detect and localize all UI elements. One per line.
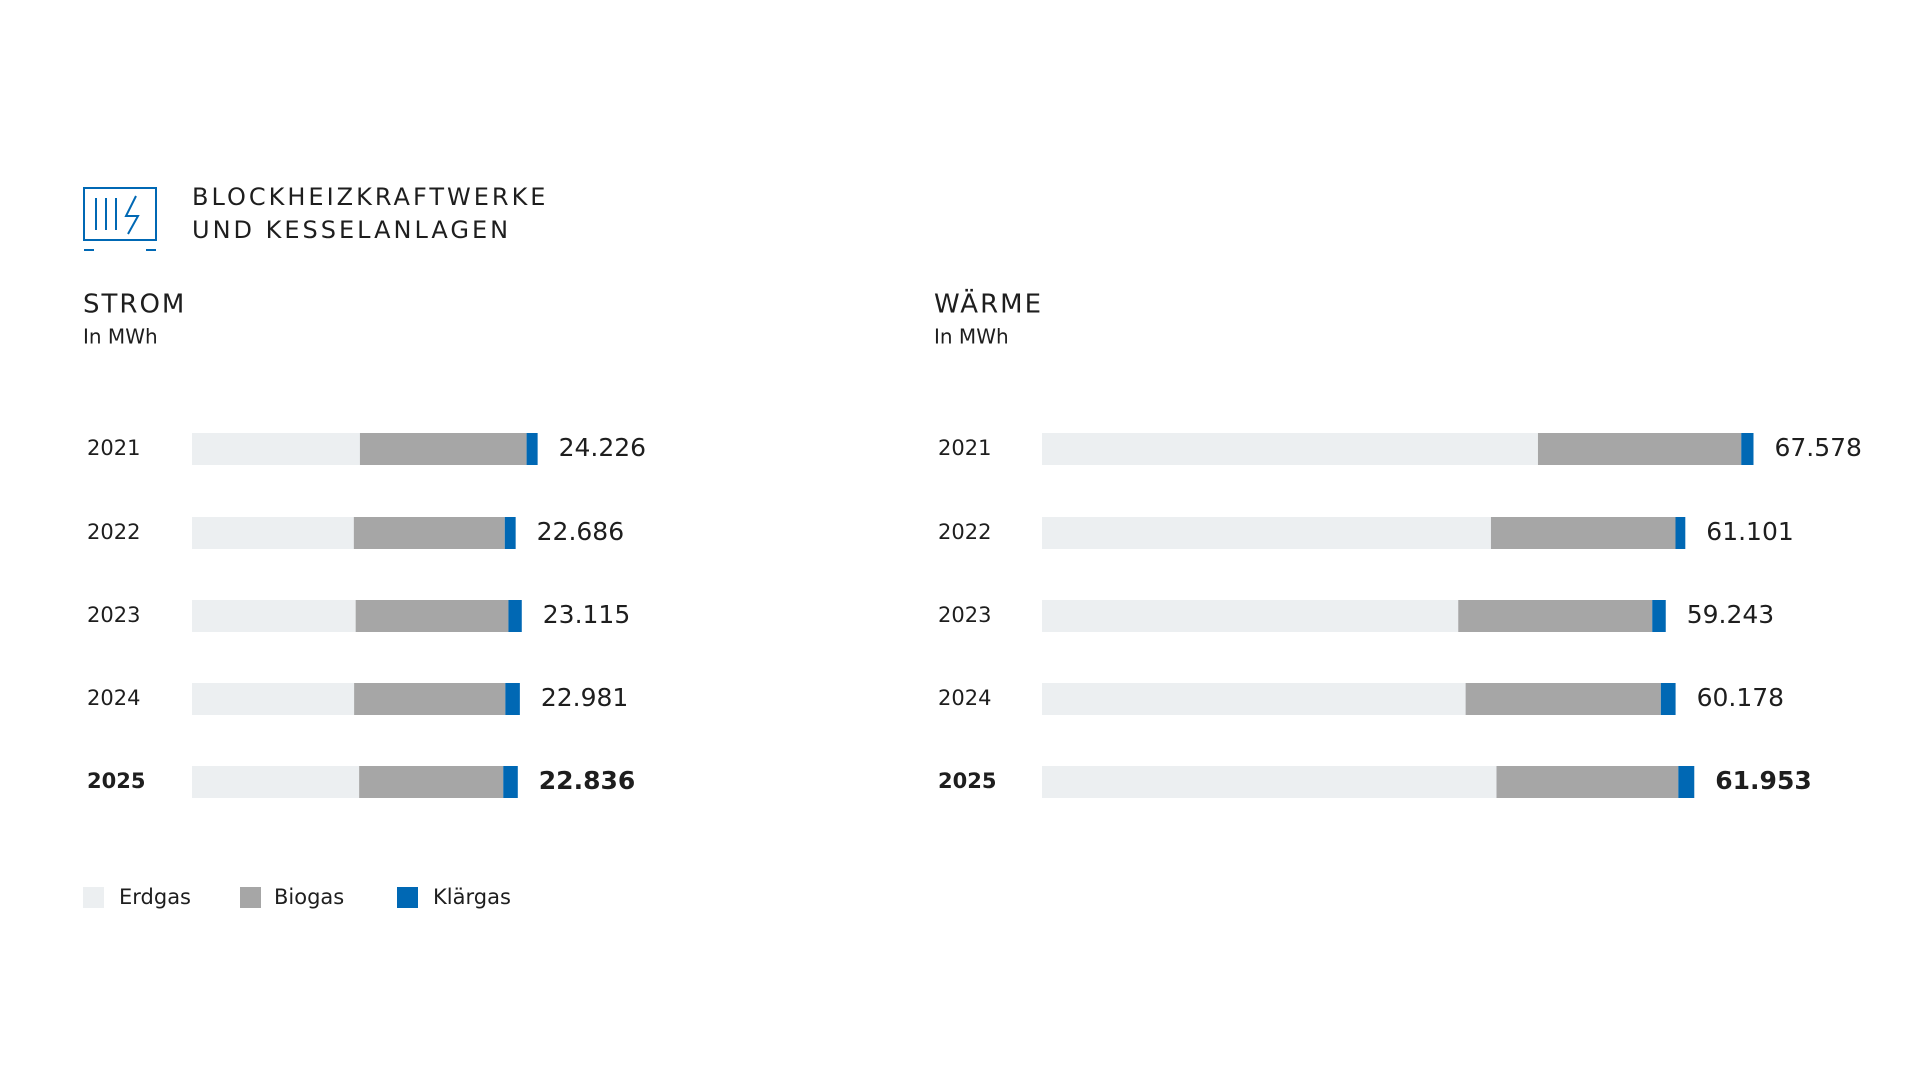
bar-segment	[192, 683, 355, 715]
bar-segment	[526, 433, 538, 465]
bar-segment	[503, 766, 518, 798]
total-label: 61.101	[1706, 517, 1793, 546]
bar-segment	[1490, 517, 1676, 549]
legend-label: Biogas	[274, 885, 344, 909]
bar-segment	[1741, 433, 1754, 465]
legend-swatch	[240, 887, 261, 908]
bar-segment	[1675, 517, 1686, 549]
bar-segment	[1042, 433, 1538, 465]
bar-segment	[1042, 766, 1497, 798]
bar-segment	[1678, 766, 1695, 798]
chart-title: WÄRME	[934, 288, 1043, 320]
bar-segment	[1465, 683, 1661, 715]
bar-segment	[1042, 600, 1459, 632]
legend-label: Klärgas	[433, 885, 511, 909]
bar-segment	[1496, 766, 1679, 798]
bar-segment	[192, 766, 360, 798]
bar-segment	[1537, 433, 1742, 465]
y-tick-label: 2024	[938, 686, 991, 710]
total-label: 59.243	[1687, 600, 1774, 629]
bar-segment	[353, 517, 505, 549]
bar-segment	[504, 517, 516, 549]
bar-segment	[359, 766, 504, 798]
total-label: 61.953	[1715, 766, 1811, 795]
legend-swatch	[83, 887, 104, 908]
total-label: 67.578	[1774, 433, 1861, 462]
header-title: BLOCKHEIZKRAFTWERKE	[192, 183, 548, 211]
y-tick-label: 2023	[938, 603, 991, 627]
bar-segment	[1042, 517, 1491, 549]
bar-segment	[192, 517, 354, 549]
total-label: 24.226	[559, 433, 646, 462]
y-tick-label: 2021	[938, 436, 991, 460]
bar-segment	[355, 600, 509, 632]
y-tick-label: 2024	[87, 686, 140, 710]
legend-label: Erdgas	[119, 885, 191, 909]
bar-segment	[1458, 600, 1653, 632]
bar-segment	[505, 683, 520, 715]
legend-swatch	[397, 887, 418, 908]
chart-subtitle: In MWh	[83, 325, 158, 349]
y-tick-label: 2022	[938, 520, 991, 544]
total-label: 60.178	[1697, 683, 1784, 712]
y-tick-label: 2025	[938, 769, 996, 793]
bar-segment	[1660, 683, 1676, 715]
y-tick-label: 2025	[87, 769, 145, 793]
total-label: 23.115	[543, 600, 630, 629]
chart-subtitle: In MWh	[934, 325, 1009, 349]
bar-segment	[354, 683, 506, 715]
bar-segment	[1042, 683, 1466, 715]
header-icon	[83, 187, 157, 251]
total-label: 22.686	[537, 517, 624, 546]
y-tick-label: 2021	[87, 436, 140, 460]
y-tick-label: 2023	[87, 603, 140, 627]
header-title: UND KESSELANLAGEN	[192, 216, 511, 244]
total-label: 22.981	[541, 683, 628, 712]
y-tick-label: 2022	[87, 520, 140, 544]
chart-title: STROM	[83, 290, 186, 320]
bar-segment	[192, 600, 356, 632]
bar-segment	[1652, 600, 1666, 632]
bar-segment	[192, 433, 360, 465]
total-label: 22.836	[539, 766, 635, 795]
bar-segment	[508, 600, 522, 632]
bar-segment	[359, 433, 527, 465]
